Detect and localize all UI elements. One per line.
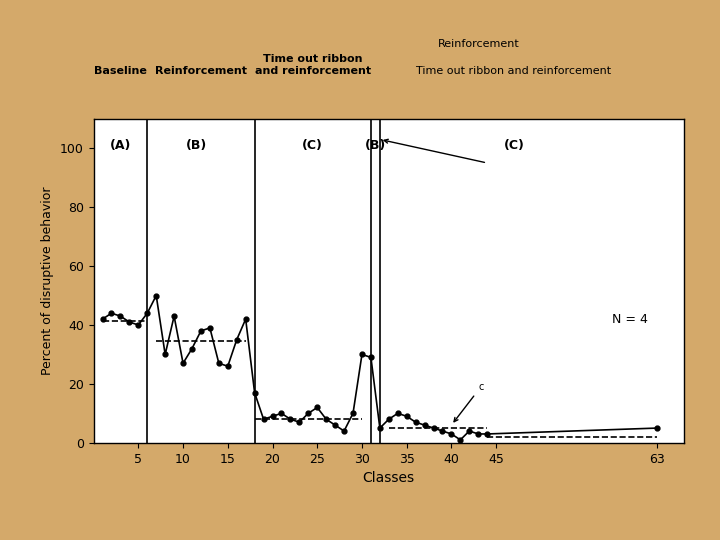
Text: Baseline: Baseline	[94, 65, 147, 76]
Text: (B): (B)	[365, 139, 386, 152]
Text: Time out ribbon and reinforcement: Time out ribbon and reinforcement	[416, 65, 611, 76]
Text: Reinforcement: Reinforcement	[437, 38, 519, 49]
Y-axis label: Percent of disruptive behavior: Percent of disruptive behavior	[42, 186, 55, 375]
Text: (C): (C)	[302, 139, 323, 152]
Text: (C): (C)	[503, 139, 524, 152]
Text: (B): (B)	[186, 139, 207, 152]
Text: (A): (A)	[109, 139, 131, 152]
Text: Time out ribbon
and reinforcement: Time out ribbon and reinforcement	[255, 54, 371, 76]
X-axis label: Classes: Classes	[363, 471, 415, 485]
Text: c: c	[454, 382, 484, 422]
Text: N = 4: N = 4	[613, 313, 648, 326]
Text: Reinforcement: Reinforcement	[155, 65, 247, 76]
